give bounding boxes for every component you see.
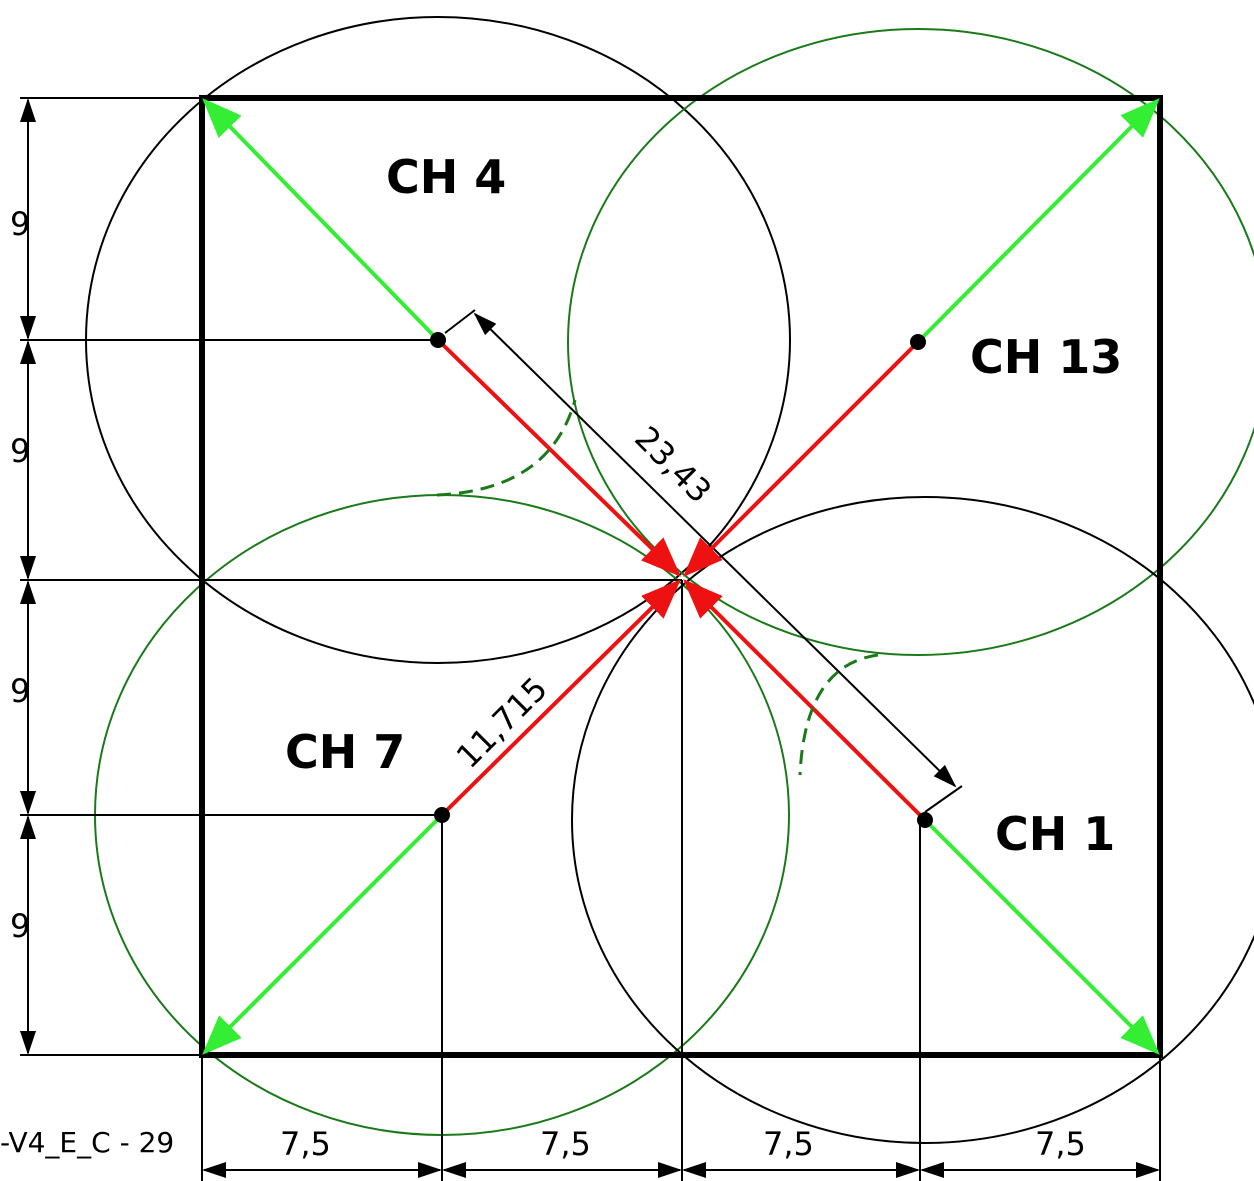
dimension-label: 9 xyxy=(10,907,30,945)
channel-label: CH 1 xyxy=(995,807,1115,861)
dimension-label: 7,5 xyxy=(280,1125,331,1163)
center-dots xyxy=(430,332,933,828)
channel-label: CH 13 xyxy=(970,330,1122,384)
dimension-label: 9 xyxy=(10,432,30,470)
diagonal-label: 23,43 xyxy=(627,419,719,511)
red-arrows xyxy=(436,338,927,822)
dimension-label: 7,5 xyxy=(763,1125,814,1163)
channel-label: CH 7 xyxy=(285,725,405,779)
channel-label: CH 4 xyxy=(386,150,506,204)
footer-label: -V4_E_C - 29 xyxy=(0,1126,174,1159)
dimension-label: 9 xyxy=(10,672,30,710)
green-arrows xyxy=(202,98,1160,1055)
dimension-label: 7,5 xyxy=(1035,1125,1086,1163)
radius-label: 11,715 xyxy=(449,670,555,776)
overlap-arcs xyxy=(436,399,879,776)
dimension-label: 7,5 xyxy=(540,1125,591,1163)
dimension-label: 9 xyxy=(10,205,30,243)
grid-lines xyxy=(20,97,1161,1181)
